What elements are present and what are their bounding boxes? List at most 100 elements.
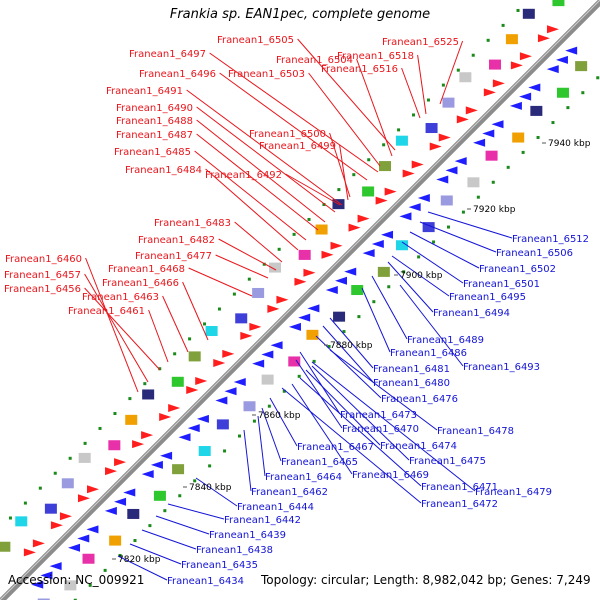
leader-line-reverse: [299, 351, 341, 415]
forward-gene-arrow: [141, 431, 154, 440]
feature-box-forward: [15, 516, 28, 527]
leader-line-reverse: [117, 555, 168, 581]
track-dot-outer: [143, 382, 147, 386]
gene-label-reverse: Franean1_6462: [251, 487, 328, 498]
track-dot-inner: [133, 539, 137, 543]
gene-label-forward: Franean1_6483: [154, 218, 231, 229]
forward-gene-arrow: [330, 241, 343, 250]
gene-label-reverse: Franean1_6493: [463, 362, 540, 373]
accession-label: Accession: NC_009921: [8, 573, 145, 587]
gene-label-forward: Franean1_6488: [116, 116, 193, 127]
gene-label-forward: Franean1_6490: [116, 103, 193, 114]
forward-gene-arrow: [429, 142, 442, 151]
track-dot-inner: [208, 464, 212, 468]
gene-label-reverse: Franean1_6435: [181, 560, 258, 571]
feature-box-reverse: [422, 222, 435, 233]
feature-box-forward: [171, 376, 184, 387]
page-title: Frankia sp. EAN1pec, complete genome: [169, 7, 431, 22]
reverse-gene-arrow: [123, 488, 136, 497]
reverse-gene-arrow: [49, 562, 62, 571]
forward-gene-arrow: [483, 88, 496, 97]
track-dot-inner: [491, 180, 495, 184]
reverse-gene-arrow: [187, 424, 200, 433]
leader-line-forward: [401, 67, 421, 119]
forward-gene-arrow: [276, 295, 289, 304]
reverse-gene-arrow: [408, 203, 421, 212]
feature-box-forward: [108, 440, 121, 451]
gene-label-forward: Franean1_6477: [135, 251, 212, 262]
gene-label-forward: Franean1_6457: [4, 270, 81, 281]
reverse-gene-arrow: [178, 433, 191, 442]
feature-box-reverse: [198, 446, 211, 457]
forward-gene-arrow: [249, 322, 262, 331]
track-dot-outer: [337, 188, 341, 192]
feature-box-forward: [489, 59, 502, 70]
track-dot-outer: [247, 277, 251, 281]
forward-gene-arrow: [159, 413, 172, 422]
forward-gene-arrow: [348, 223, 361, 232]
gene-label-forward: Franean1_6503: [228, 69, 305, 80]
feature-box-forward: [522, 8, 535, 19]
forward-gene-arrow: [86, 485, 99, 494]
leader-line-forward: [85, 257, 139, 393]
forward-gene-arrow: [132, 440, 145, 449]
forward-gene-arrow: [267, 304, 280, 313]
forward-gene-arrow: [105, 467, 118, 476]
forward-gene-arrow: [294, 277, 307, 286]
reverse-gene-arrow: [150, 460, 163, 469]
gene-label-forward: Franean1_6491: [106, 86, 183, 97]
forward-gene-arrow: [222, 349, 235, 358]
feature-box-reverse: [64, 580, 77, 591]
leader-line-forward: [84, 287, 161, 371]
tick-marks: 7820 kbp 7840 kbp 7860 kbp 7880 kbp 7900 kbp…: [112, 139, 591, 565]
leader-line-forward: [297, 38, 396, 151]
leader-line-forward: [285, 173, 341, 206]
gene-label-reverse: Franean1_6479: [475, 487, 552, 498]
feature-box-forward: [505, 34, 518, 45]
track-dot-inner: [312, 359, 316, 363]
gene-label-reverse: Franean1_6472: [421, 499, 498, 510]
leader-line-forward: [182, 281, 209, 341]
gene-label-reverse: Franean1_6471: [421, 482, 498, 493]
gene-label-forward: Franean1_6485: [114, 147, 191, 158]
reverse-gene-arrow: [252, 359, 265, 368]
reverse-gene-arrow: [307, 304, 320, 313]
forward-gene-arrow: [510, 61, 523, 70]
forward-gene-arrow: [492, 79, 505, 88]
track-dot-inner: [566, 106, 570, 110]
reverse-gene-arrow: [141, 470, 154, 479]
forward-gene-arrow: [402, 169, 415, 178]
track-dot-outer: [382, 143, 386, 147]
leader-line-reverse: [257, 415, 266, 477]
leader-line-reverse: [361, 287, 391, 353]
leader-line-reverse: [322, 325, 374, 383]
leader-line-forward: [417, 54, 427, 115]
track-dot-outer: [217, 307, 221, 311]
feature-box-forward: [315, 224, 328, 235]
leader-line-reverse: [129, 543, 182, 565]
reverse-gene-arrow: [298, 313, 311, 322]
leader-line-forward: [219, 72, 368, 181]
tick-label: 7880 kbp: [330, 341, 373, 351]
reverse-gene-arrow: [86, 525, 99, 534]
gene-label-reverse: Franean1_6439: [209, 530, 286, 541]
gene-label-reverse: Franean1_6467: [297, 442, 374, 453]
track-dot-outer: [188, 337, 192, 341]
feature-box-reverse: [306, 329, 319, 340]
feature-box-forward: [395, 135, 408, 146]
feature-box-reverse: [333, 311, 346, 322]
reverse-gene-arrow: [473, 138, 486, 147]
feature-box-forward: [44, 503, 57, 514]
leader-line-reverse: [371, 275, 408, 340]
forward-gene-arrow: [59, 512, 72, 521]
leader-line-forward: [148, 309, 169, 363]
leader-line-forward: [194, 150, 307, 241]
leader-line-reverse: [315, 335, 382, 399]
leader-line-reverse: [281, 387, 422, 504]
leader-line-reverse: [291, 383, 353, 475]
gene-label-forward: Franean1_6525: [382, 37, 459, 48]
reverse-gene-arrow: [68, 543, 81, 552]
gene-label-reverse: Franean1_6481: [373, 364, 450, 375]
track-dot-outer: [441, 83, 445, 87]
